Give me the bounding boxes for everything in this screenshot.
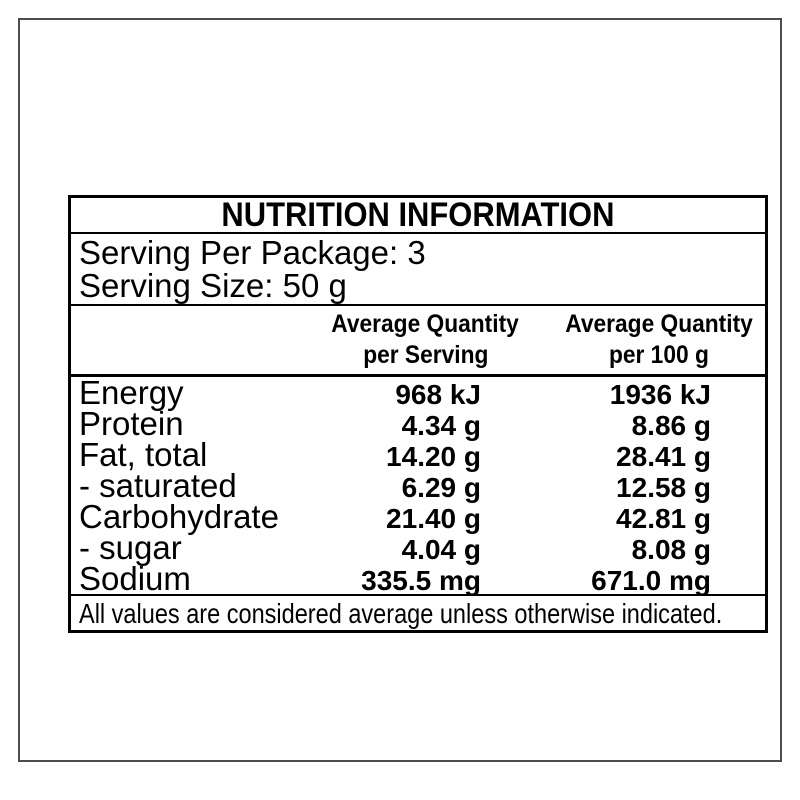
footnote-text: All values are considered average unless… (79, 598, 723, 629)
column-header-per-serving-line1: Average Quantity (331, 310, 520, 338)
footnote-band: All values are considered average unless… (71, 594, 765, 630)
value-per-100g: 28.41 g (616, 441, 711, 472)
nutrition-information-panel: NUTRITION INFORMATION Serving Per Packag… (68, 195, 768, 633)
table-row-protein: Protein 4.34 g 8.86 g (71, 405, 765, 442)
column-header-per-100g: Average Quantity per 100 g (533, 309, 765, 371)
column-header-per-serving: Average Quantity per Serving (318, 309, 533, 371)
serving-size-line: Serving Size: 50 g (79, 269, 765, 302)
panel-title-band: NUTRITION INFORMATION (71, 198, 765, 234)
column-header-per-100g-line1: Average Quantity (565, 310, 753, 338)
serving-per-package-label: Serving Per Package: (79, 234, 399, 271)
nutrient-name: Fat, total (79, 436, 208, 473)
serving-info-section: Serving Per Package: 3 Serving Size: 50 … (71, 234, 765, 306)
table-row-saturated: - saturated 6.29 g 12.58 g (71, 467, 765, 504)
outer-frame: NUTRITION INFORMATION Serving Per Packag… (18, 18, 782, 762)
table-row-sodium: Sodium 335.5 mg 671.0 mg (71, 560, 765, 597)
table-row-energy: Energy 968 kJ 1936 kJ (71, 374, 765, 411)
serving-size-label: Serving Size: (79, 267, 274, 304)
column-header-per-serving-line2: per Serving (362, 341, 489, 369)
value-per-serving: 968 kJ (395, 379, 481, 410)
table-row-carbohydrate: Carbohydrate 21.40 g 42.81 g (71, 498, 765, 535)
serving-per-package-value: 3 (407, 234, 426, 271)
nutrient-name: Protein (79, 405, 184, 442)
nutrient-name: Energy (79, 374, 184, 411)
value-per-serving: 21.40 g (386, 503, 481, 534)
value-per-100g: 42.81 g (616, 503, 711, 534)
value-per-100g: 12.58 g (616, 472, 711, 503)
table-row-fat-total: Fat, total 14.20 g 28.41 g (71, 436, 765, 473)
nutrient-rows: Energy 968 kJ 1936 kJ Protein 4.34 g 8.8… (71, 374, 765, 597)
header-spacer (71, 309, 318, 371)
panel-title: NUTRITION INFORMATION (221, 196, 615, 234)
value-per-100g: 1936 kJ (609, 379, 711, 410)
value-per-serving: 4.04 g (401, 534, 481, 565)
value-per-serving: 6.29 g (401, 472, 481, 503)
nutrient-name: - sugar (79, 529, 182, 566)
value-per-serving: 14.20 g (386, 441, 481, 472)
nutrient-name: - saturated (79, 467, 237, 504)
value-per-serving: 335.5 mg (361, 565, 481, 596)
value-per-100g: 671.0 mg (591, 565, 711, 596)
nutrient-name: Sodium (79, 560, 191, 597)
column-header-row: Average Quantity per Serving Average Qua… (71, 306, 765, 377)
column-header-per-100g-line2: per 100 g (609, 341, 709, 369)
table-row-sugar: - sugar 4.04 g 8.08 g (71, 529, 765, 566)
serving-size-value: 50 g (282, 267, 347, 304)
value-per-100g: 8.08 g (631, 534, 711, 565)
value-per-100g: 8.86 g (631, 410, 711, 441)
serving-per-package-line: Serving Per Package: 3 (79, 236, 765, 269)
nutrient-name: Carbohydrate (79, 498, 279, 535)
value-per-serving: 4.34 g (401, 410, 481, 441)
